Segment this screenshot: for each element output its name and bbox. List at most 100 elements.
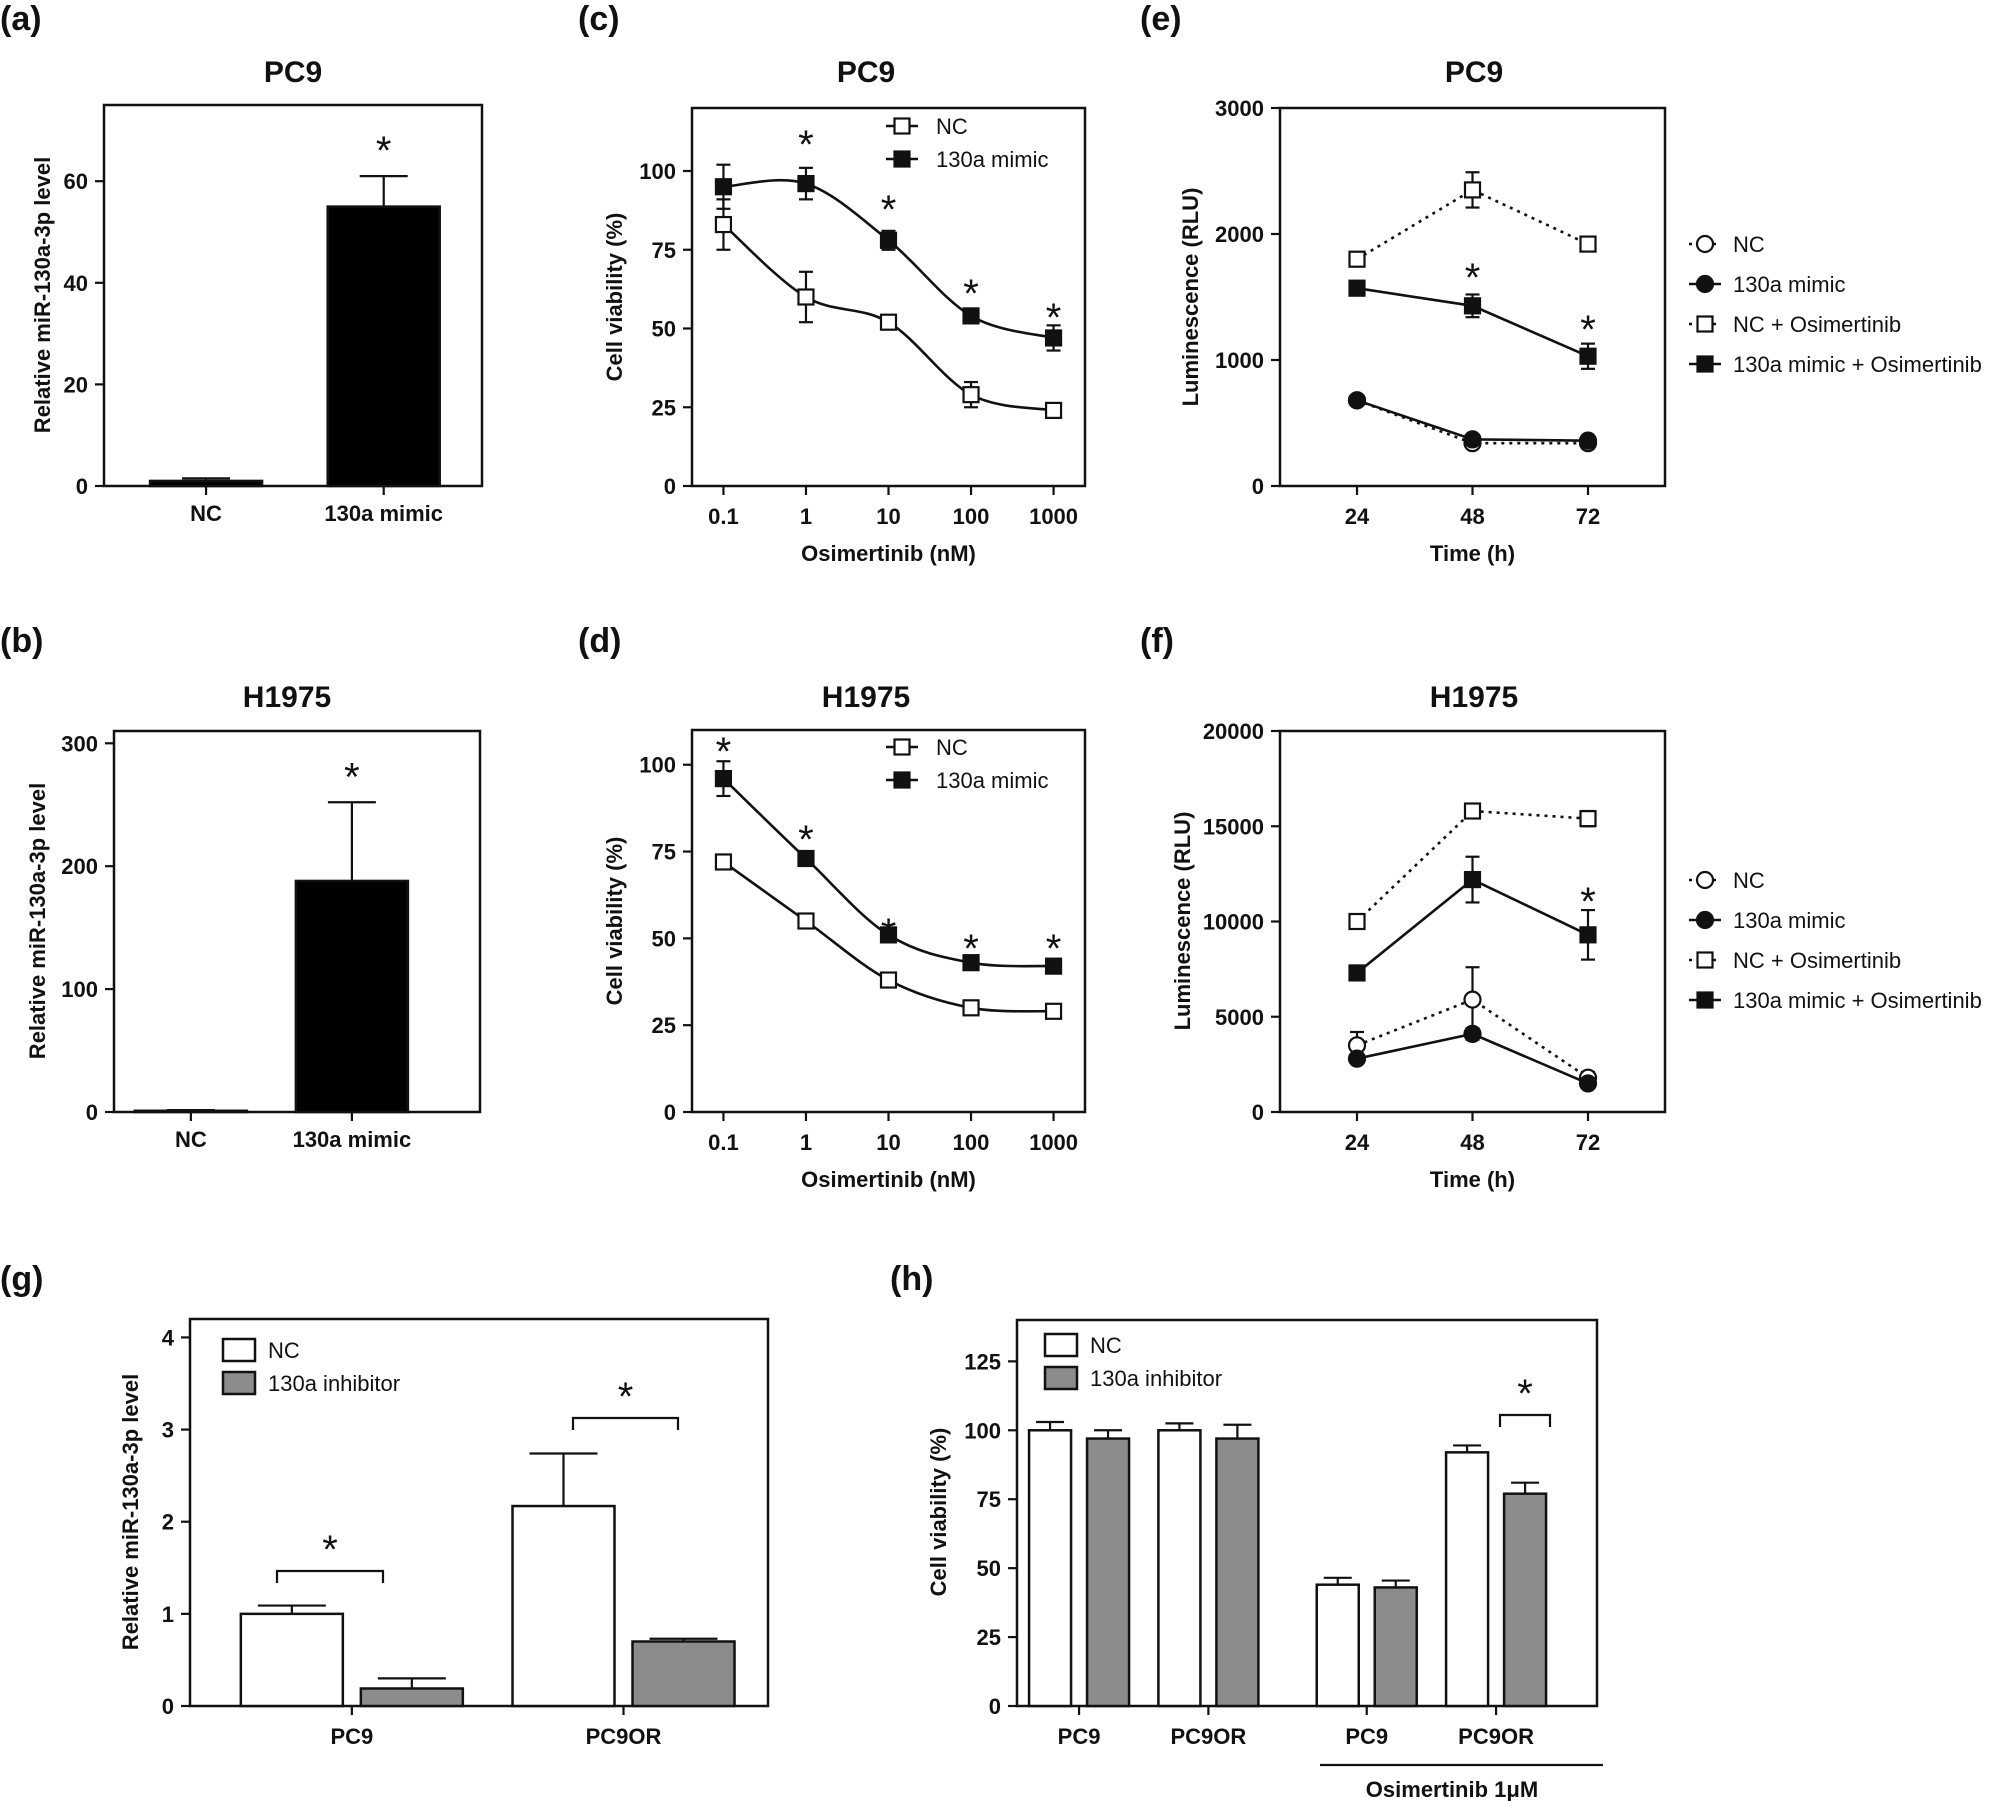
x-tick-label: NC (175, 1127, 207, 1152)
data-point (1579, 347, 1597, 365)
bar (1502, 1492, 1548, 1708)
data-point (1044, 401, 1063, 419)
y-tick-label: 0 (1252, 474, 1264, 499)
x-axis-label: Osimertinib (nM) (801, 541, 976, 566)
panel-label: (h) (890, 1260, 933, 1298)
x-tick-label: 1000 (1029, 1130, 1078, 1155)
data-point (714, 853, 733, 871)
x-tick-label: 1 (800, 504, 812, 529)
series-line (1356, 998, 1589, 1079)
data-point (1044, 957, 1063, 975)
legend-swatch (221, 1370, 257, 1396)
y-tick-label: 4 (162, 1325, 175, 1350)
significance-star: * (881, 911, 897, 955)
panel-label: (f) (1140, 622, 1174, 660)
significance-star: * (344, 755, 360, 799)
data-point (1463, 181, 1482, 199)
y-axis-label: Relative miR-130a-3p level (118, 1374, 143, 1650)
significance-star: * (963, 927, 979, 971)
significance-star: * (1046, 927, 1062, 971)
data-point (962, 954, 980, 972)
significance-star: * (798, 123, 814, 167)
panel-label: (e) (1140, 0, 1182, 38)
y-tick-label: 100 (639, 159, 676, 184)
y-tick-label: 100 (61, 977, 98, 1002)
series-3 (1348, 855, 1597, 982)
data-point (1348, 912, 1366, 931)
y-tick-label: 75 (977, 1487, 1001, 1512)
series-3 (1348, 279, 1597, 370)
x-tick-label: 0.1 (708, 1130, 739, 1155)
significance-star: * (1580, 308, 1596, 352)
data-point (1044, 1002, 1063, 1020)
legend-label: NC (936, 114, 968, 139)
chart-title: PC9 (837, 56, 895, 89)
data-point (1579, 810, 1597, 828)
y-tick-label: 40 (64, 271, 88, 296)
data-point (879, 971, 898, 989)
y-tick-label: 100 (639, 753, 676, 778)
significance-star: * (322, 1528, 338, 1572)
chart-title: H1975 (243, 681, 331, 714)
legend-label: 130a inhibitor (1090, 1366, 1222, 1391)
legend-marker (1695, 274, 1715, 294)
data-point (1348, 279, 1366, 297)
panel-label: (b) (0, 622, 43, 660)
x-tick-label: 72 (1576, 504, 1600, 529)
legend-marker (1696, 991, 1714, 1009)
y-tick-label: 200 (61, 854, 98, 879)
y-tick-label: 3 (162, 1418, 174, 1443)
chart-a: (a) PC9 0 20 40 60 Relative miR-130a-3p level N… (0, 0, 484, 526)
x-tick-label: PC9OR (1171, 1724, 1247, 1749)
legend-label: 130a mimic + Osimertinib (1733, 988, 1982, 1013)
data-point (1348, 964, 1366, 982)
y-tick-label: 75 (652, 238, 676, 263)
y-tick-label: 25 (977, 1625, 1001, 1650)
chart-g: (g) 0 1 2 3 4 Relative miR-130a-3p level PC9 PC9… (0, 1260, 770, 1749)
data-point (1579, 926, 1597, 944)
significance-star: * (1517, 1372, 1533, 1416)
series-2 (1348, 171, 1597, 268)
bar (294, 879, 410, 1114)
chart-d: (d) H1975 0 25 50 75 100 Cell viability (%) 0.1 1… (578, 622, 1087, 1192)
y-tick-label: 50 (977, 1556, 1001, 1581)
bar (148, 479, 264, 488)
panel-label: (d) (578, 622, 621, 660)
y-axis-label: Luminescence (RLU) (1170, 812, 1195, 1031)
data-point (879, 926, 898, 944)
data-point (962, 386, 980, 404)
bar (631, 1640, 736, 1708)
y-axis-label: Luminescence (RLU) (1178, 188, 1203, 407)
data-point (1347, 391, 1367, 410)
y-tick-label: 1000 (1215, 348, 1264, 373)
plot-frame (102, 103, 484, 488)
data-point (1463, 1024, 1482, 1043)
legend-label: 130a mimic (936, 147, 1048, 172)
plot-frame (1015, 1318, 1599, 1708)
x-tick-label: 48 (1460, 1130, 1484, 1155)
legend-swatch (1043, 1332, 1079, 1358)
data-point (1347, 1049, 1367, 1068)
x-tick-label: PC9 (1058, 1724, 1101, 1749)
chart-title: H1975 (822, 681, 910, 714)
y-tick-label: 0 (1252, 1100, 1264, 1125)
bar (326, 205, 441, 488)
y-tick-label: 125 (964, 1349, 1001, 1374)
y-axis-label: Relative miR-130a-3p level (25, 783, 50, 1059)
x-tick-label: 72 (1576, 1130, 1600, 1155)
series-1 (1347, 1024, 1598, 1093)
legend-label: NC (1090, 1333, 1122, 1358)
legend-marker (893, 150, 911, 168)
data-point (1463, 990, 1482, 1009)
x-tick-label: 24 (1345, 1130, 1370, 1155)
chart-h: (h) 0 25 50 75 100 125 Cell viability (%) PC9 PC9… (890, 1260, 1603, 1801)
legend-label: NC (1733, 232, 1765, 257)
x-tick-label: 130a mimic (293, 1127, 412, 1152)
data-point (1578, 1074, 1598, 1093)
y-axis-label: Relative miR-130a-3p level (30, 157, 55, 433)
y-axis-label: Cell viability (%) (926, 1428, 951, 1597)
y-tick-label: 0 (76, 474, 88, 499)
y-tick-label: 100 (964, 1418, 1001, 1443)
data-point (962, 307, 980, 325)
x-tick-label: NC (190, 501, 222, 526)
